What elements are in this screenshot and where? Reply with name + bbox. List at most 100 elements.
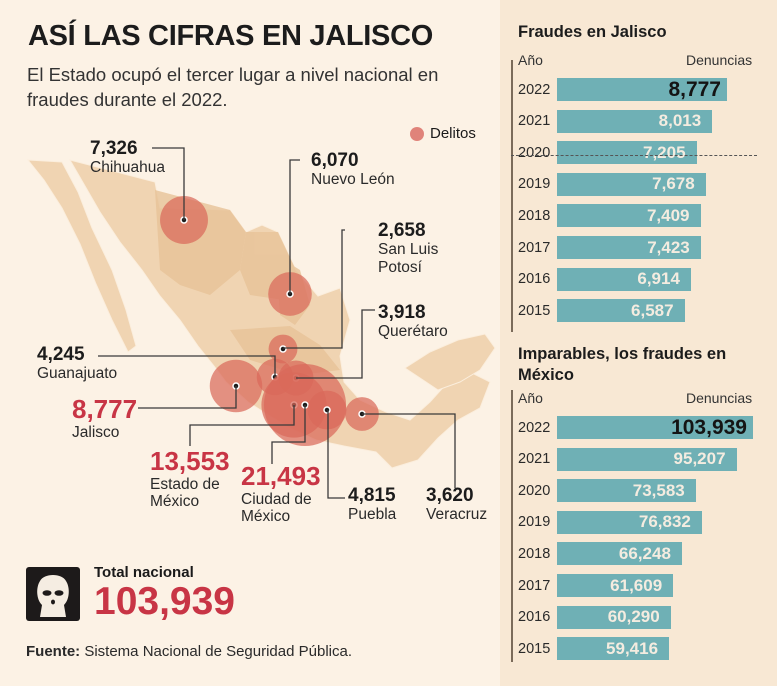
bar-value-label: 6,587 bbox=[631, 300, 674, 320]
state-value: 6,070 bbox=[311, 150, 359, 171]
bar-category-label: 2022 bbox=[518, 419, 551, 436]
bar: 60,290 bbox=[557, 605, 671, 629]
bar-value-label: 6,914 bbox=[637, 269, 680, 289]
bar-row: 2017 61,609 bbox=[518, 574, 674, 597]
bar-category-label: 2019 bbox=[518, 176, 551, 193]
label-nuevo-leon: 6,070 Nuevo León bbox=[311, 150, 395, 189]
bar-value-label: 7,205 bbox=[643, 142, 686, 162]
label-chihuahua: 7,326 Chihuahua bbox=[90, 138, 165, 177]
bar: 73,583 bbox=[557, 479, 696, 503]
bar-category-label: 2020 bbox=[518, 144, 551, 161]
leader-line bbox=[98, 355, 276, 377]
section-divider bbox=[511, 155, 757, 156]
axis-line bbox=[511, 390, 513, 662]
bar-row: 2021 95,207 bbox=[518, 447, 737, 471]
bar-value-label: 8,013 bbox=[658, 111, 702, 131]
bar-category-label: 2019 bbox=[518, 514, 551, 531]
state-value: 7,326 bbox=[90, 138, 138, 159]
bar: 8,777 bbox=[557, 78, 727, 101]
bar-row: 2020 7,205 bbox=[518, 141, 697, 165]
bubble-center-dot bbox=[279, 345, 287, 353]
yucatan-shape bbox=[404, 333, 496, 391]
bar-value-label: 95,207 bbox=[673, 449, 726, 469]
bar-value-label: 66,248 bbox=[618, 543, 671, 563]
bar: 7,423 bbox=[557, 236, 701, 259]
chart-title-jalisco: Fraudes en Jalisco bbox=[518, 23, 667, 41]
state-value: 4,815 bbox=[348, 485, 396, 506]
label-puebla: 4,815 Puebla bbox=[348, 485, 396, 524]
bar: 59,416 bbox=[557, 637, 670, 661]
label-ciudad-de-mexico: 21,493 Ciudad de México bbox=[241, 461, 326, 526]
bar-row: 2019 7,678 bbox=[518, 172, 706, 196]
map-legend: Delitos bbox=[410, 125, 476, 142]
leader-line bbox=[289, 159, 300, 294]
label-san-luis-potosi: 2,658 San Luis Potosí bbox=[378, 220, 468, 276]
bar: 66,248 bbox=[557, 542, 682, 566]
bar: 7,205 bbox=[557, 141, 697, 165]
label-jalisco: 8,777 Jalisco bbox=[72, 394, 137, 442]
bar: 7,678 bbox=[557, 172, 706, 196]
state-value: 13,553 bbox=[150, 446, 230, 476]
charts-panel: Fraudes en Jalisco Año Denuncias 2022 8,7… bbox=[500, 0, 777, 686]
bar: 6,587 bbox=[557, 299, 685, 323]
col-header-denuncias: Denuncias bbox=[686, 52, 753, 68]
bar-row: 2015 59,416 bbox=[518, 637, 670, 661]
bar-value-label: 7,423 bbox=[647, 237, 690, 257]
bar-value-label: 103,939 bbox=[671, 415, 747, 439]
leader-line bbox=[283, 229, 345, 349]
source-note: Fuente: Sistema Nacional de Seguridad Pú… bbox=[26, 643, 352, 660]
bar-category-label: 2016 bbox=[518, 609, 551, 626]
baja-california-shape bbox=[26, 159, 137, 353]
bar-category-label: 2022 bbox=[518, 81, 551, 98]
bar: 95,207 bbox=[557, 447, 737, 471]
bar-category-label: 2018 bbox=[518, 207, 551, 224]
national-total: Total nacional 103,939 bbox=[26, 564, 235, 621]
bar-category-label: 2015 bbox=[518, 640, 551, 657]
col-header-denuncias: Denuncias bbox=[686, 390, 753, 406]
bar-row: 2016 6,914 bbox=[518, 267, 691, 291]
bar-row: 2017 7,423 bbox=[518, 236, 701, 259]
legend-label: Delitos bbox=[430, 125, 476, 142]
page-subtitle: El Estado ocupó el tercer lugar a nivel … bbox=[27, 64, 439, 110]
bar: 7,409 bbox=[557, 204, 701, 228]
state-value: 2,658 bbox=[378, 220, 426, 241]
bar-row: 2018 66,248 bbox=[518, 542, 682, 566]
col-header-year: Año bbox=[518, 52, 543, 68]
bar-category-label: 2021 bbox=[518, 451, 551, 468]
bar-row: 2016 60,290 bbox=[518, 605, 671, 629]
bar-value-label: 8,777 bbox=[668, 77, 721, 101]
source-text: Sistema Nacional de Seguridad Pública. bbox=[80, 643, 352, 660]
bar-value-label: 7,678 bbox=[652, 174, 695, 194]
state-value: 3,620 bbox=[426, 485, 474, 506]
state-name: Querétaro bbox=[378, 323, 448, 341]
state-name: Guanajuato bbox=[37, 365, 118, 383]
state-name: Estado de México bbox=[150, 476, 220, 511]
bar-row: 2020 73,583 bbox=[518, 479, 696, 503]
map-section: ASÍ LAS CIFRAS EN JALISCO El Estado ocup… bbox=[26, 20, 496, 660]
state-name: San Luis Potosí bbox=[378, 241, 439, 276]
bar-row: 2015 6,587 bbox=[518, 299, 685, 323]
bar-category-label: 2018 bbox=[518, 545, 551, 562]
label-queretaro: 3,918 Querétaro bbox=[378, 302, 448, 341]
bar-row: 2018 7,409 bbox=[518, 204, 701, 228]
bar-value-label: 61,609 bbox=[610, 575, 663, 595]
leader-line bbox=[189, 405, 295, 446]
col-header-year: Año bbox=[518, 390, 543, 406]
state-name: Jalisco bbox=[72, 424, 120, 442]
bar-value-label: 59,416 bbox=[606, 638, 659, 658]
bar-category-label: 2017 bbox=[518, 577, 551, 594]
bar-value-label: 60,290 bbox=[607, 607, 660, 627]
state-value: 21,493 bbox=[241, 461, 321, 491]
bar-row: 2022 8,777 bbox=[518, 78, 727, 101]
bar-category-label: 2015 bbox=[518, 302, 551, 319]
state-name: Ciudad de México bbox=[241, 491, 312, 526]
bar-row: 2021 8,013 bbox=[518, 109, 713, 133]
chart-title-mexico: Imparables, los fraudes en México bbox=[518, 345, 727, 384]
bubble-center-dot bbox=[323, 406, 331, 414]
bar-value-label: 76,832 bbox=[638, 512, 691, 532]
bar-category-label: 2020 bbox=[518, 482, 551, 499]
leader-line bbox=[271, 405, 306, 464]
bar-value-label: 73,583 bbox=[632, 480, 685, 500]
label-estado-de-mexico: 13,553 Estado de México bbox=[150, 446, 235, 511]
state-name: Puebla bbox=[348, 506, 397, 524]
